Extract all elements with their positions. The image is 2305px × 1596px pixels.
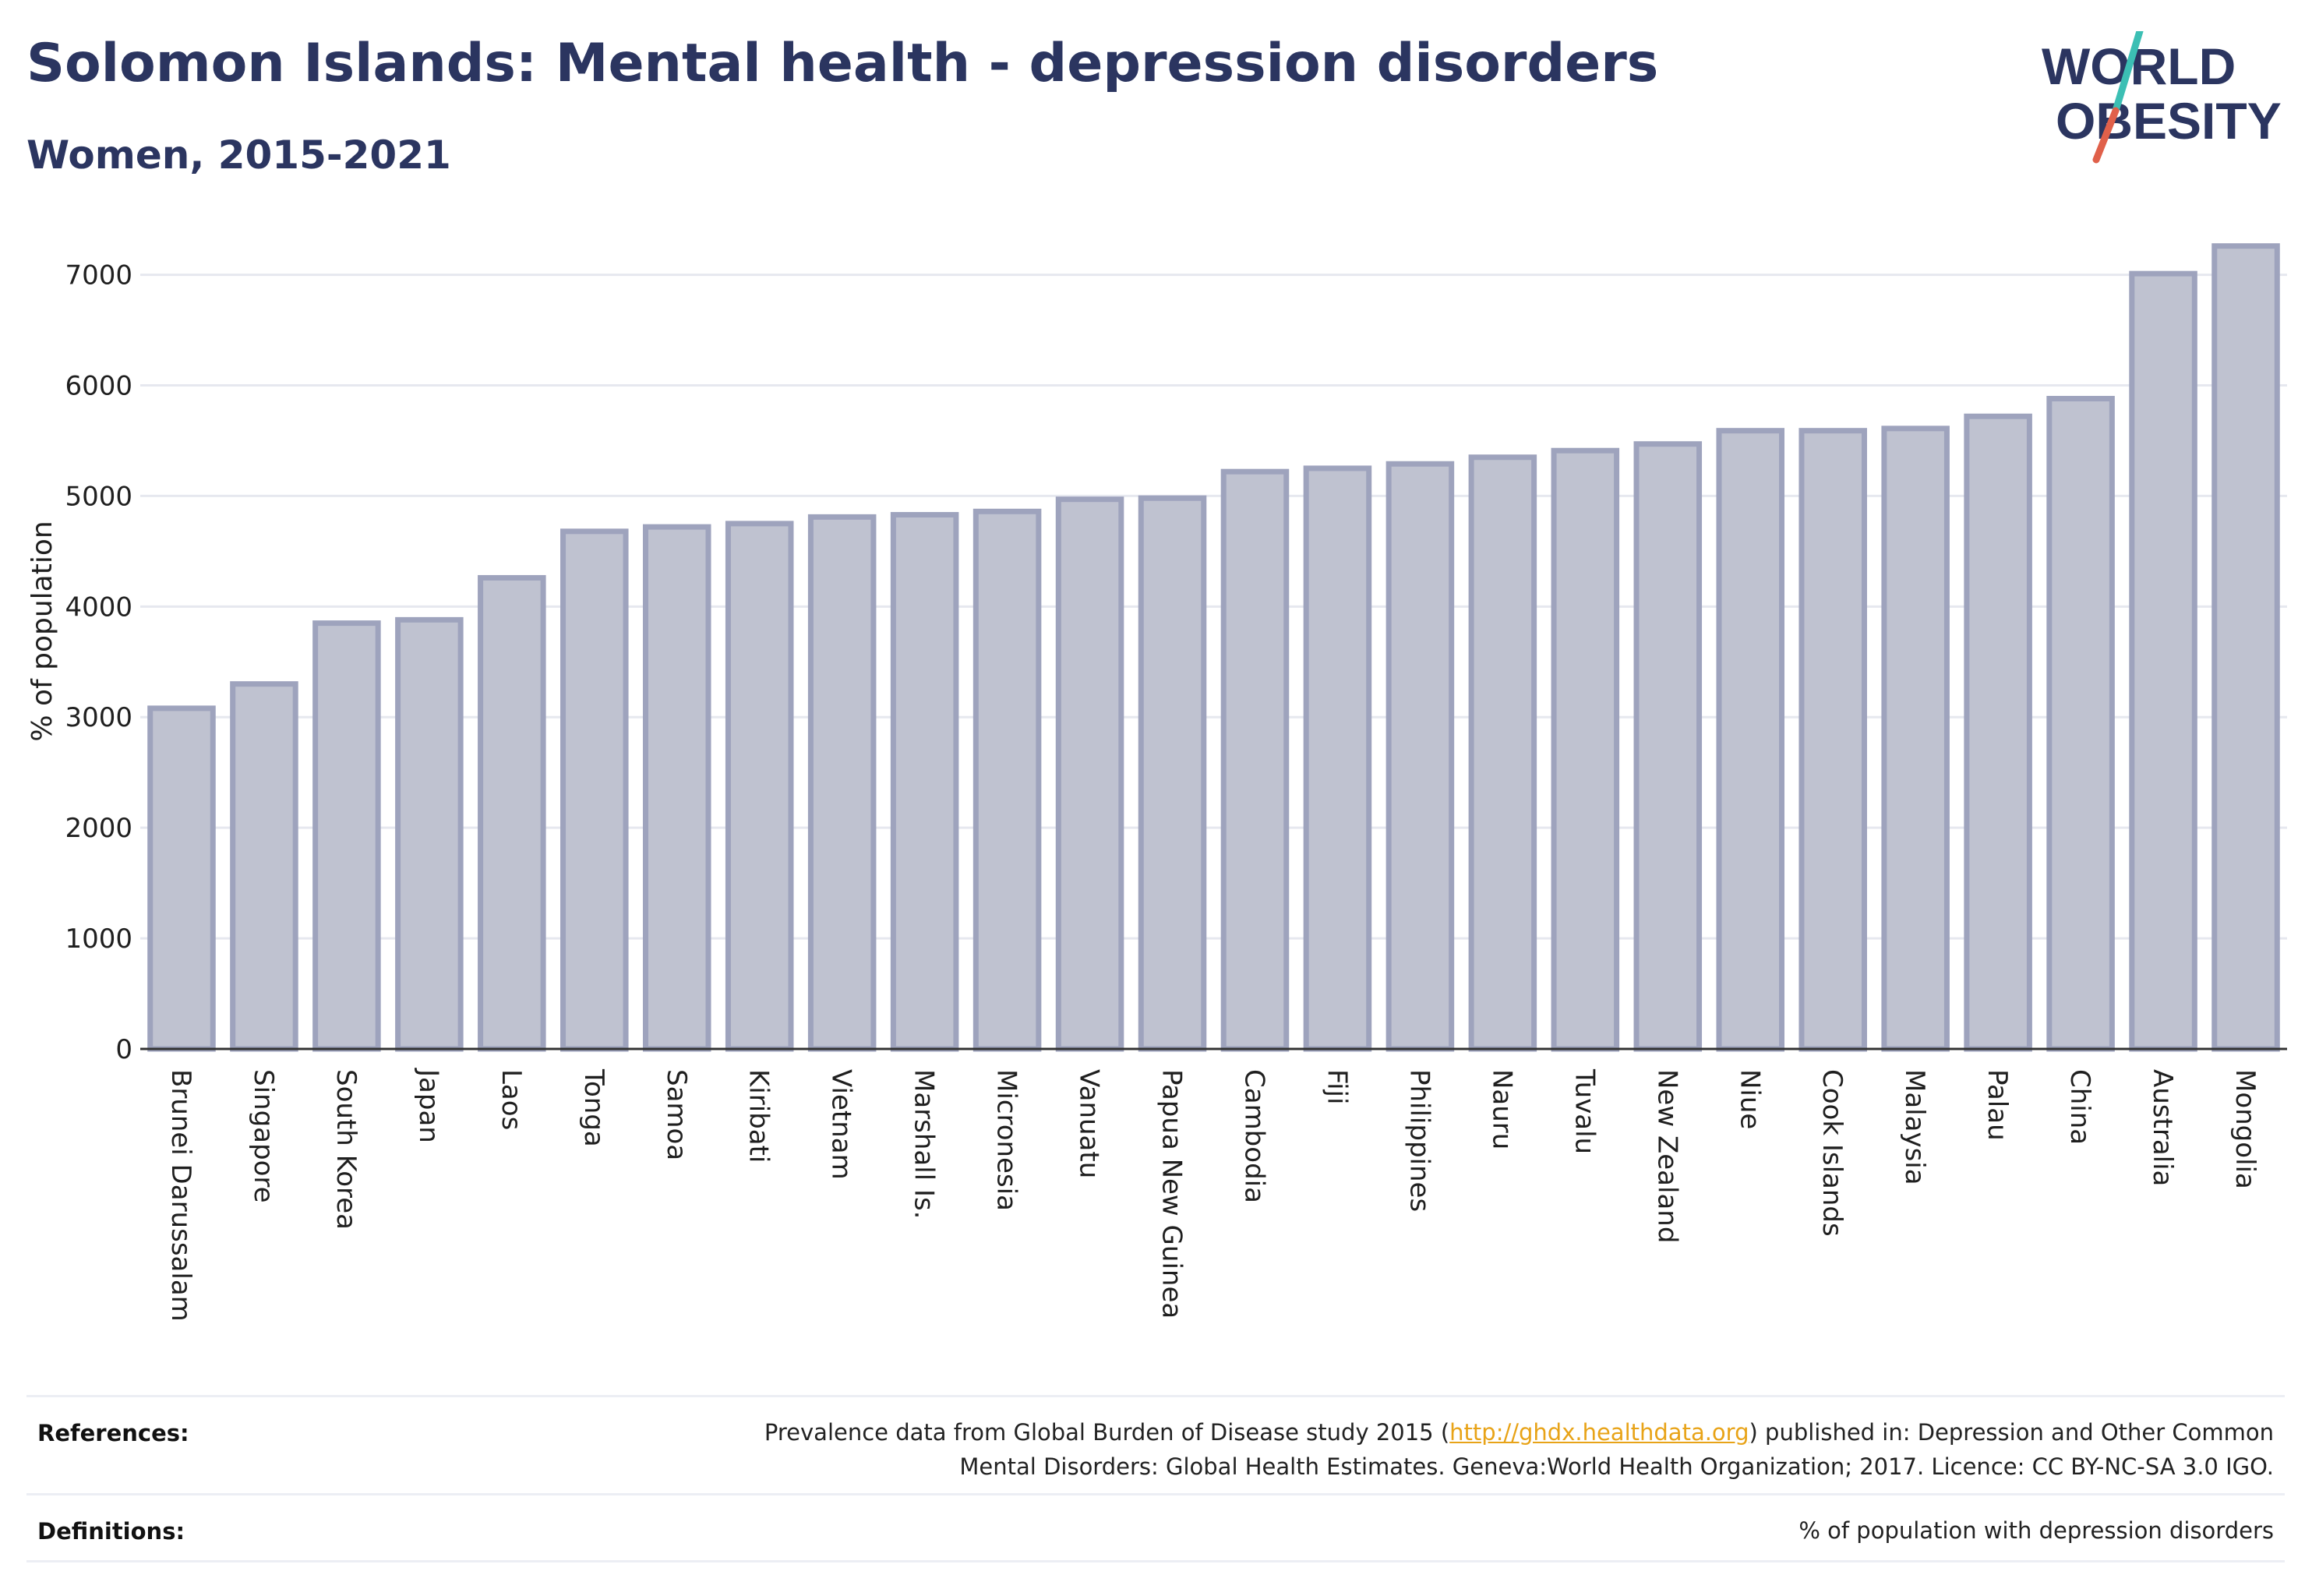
y-tick-label: 7000 [65, 260, 132, 291]
x-tick-label: Philippines [1403, 1069, 1435, 1212]
logo-line2: OBESITY [2056, 92, 2282, 150]
x-tick-label: Tuvalu [1569, 1068, 1600, 1154]
bar-cambodia [1220, 468, 1290, 1052]
bar-tuvalu [1551, 447, 1620, 1052]
references-line2: Mental Disorders: Global Health Estimate… [959, 1453, 2274, 1480]
x-tick-label: New Zealand [1651, 1069, 1682, 1243]
x-tick-label: Nauru [1486, 1069, 1517, 1149]
references-text: Prevalence data from Global Burden of Di… [764, 1415, 2274, 1484]
references-label: References: [37, 1420, 189, 1446]
y-tick-label: 4000 [65, 591, 132, 623]
bar-china [2046, 396, 2115, 1052]
y-tick-label: 0 [115, 1034, 132, 1065]
y-tick-label: 5000 [65, 481, 132, 512]
page-title: Solomon Islands: Mental health - depress… [26, 33, 1659, 94]
x-tick-label: Tonga [578, 1068, 609, 1147]
bar-micronesia [972, 508, 1042, 1052]
bar-tonga [560, 528, 629, 1052]
divider-middle [26, 1493, 2285, 1495]
bar-new-zealand [1633, 441, 1703, 1052]
bar-malaysia [1881, 425, 1950, 1052]
bar-samoa [642, 524, 711, 1052]
bar-singapore [230, 681, 298, 1052]
references-after: ) published in: Depression and Other Com… [1749, 1419, 2275, 1446]
bar-japan [395, 616, 464, 1052]
x-axis-ticks: Brunei Darussalam Singapore South Korea Jap… [165, 1068, 2261, 1322]
bar-nauru [1468, 454, 1537, 1052]
x-tick-label: Palau [1982, 1069, 2013, 1141]
bar-fiji [1303, 465, 1372, 1052]
bar-philippines [1385, 461, 1455, 1052]
x-tick-label: Marshall Is. [909, 1069, 940, 1220]
x-tick-label: Singapore [248, 1069, 279, 1203]
bar-vanuatu [1055, 496, 1124, 1052]
definitions-text: % of population with depression disorder… [1798, 1517, 2274, 1544]
bar-vietnam [807, 514, 877, 1052]
y-tick-label: 2000 [65, 813, 132, 844]
x-tick-label: China [2064, 1069, 2095, 1145]
references-before: Prevalence data from Global Burden of Di… [764, 1419, 1450, 1446]
references-line1: Prevalence data from Global Burden of Di… [764, 1415, 2274, 1449]
bar-palau [1964, 413, 2032, 1052]
x-tick-label: South Korea [330, 1069, 362, 1230]
bar-mongolia [2211, 243, 2280, 1052]
logo-line1: WORLD [2042, 37, 2236, 95]
x-tick-label: Vanuatu [1074, 1069, 1105, 1178]
y-axis-label: % of population [26, 521, 58, 741]
x-tick-label: Laos [496, 1069, 527, 1130]
definitions-row: Definitions: % of population with depres… [26, 1513, 2285, 1552]
bar-kiribati [725, 521, 794, 1052]
bar-australia [2129, 270, 2197, 1052]
x-tick-label: Vietnam [826, 1069, 857, 1180]
bar-marshall-is [890, 512, 959, 1052]
bar-cook-islands [1798, 428, 1867, 1052]
y-tick-label: 6000 [65, 370, 132, 401]
x-tick-label: Brunei Darussalam [165, 1069, 196, 1322]
y-tick-label: 3000 [65, 702, 132, 733]
x-tick-label: Fiji [1321, 1069, 1352, 1104]
x-tick-label: Samoa [661, 1069, 692, 1160]
bar-south-korea [312, 620, 381, 1052]
x-tick-label: Niue [1734, 1069, 1765, 1129]
world-obesity-logo: WORLD OBESITY [2042, 31, 2282, 164]
y-tick-label: 1000 [65, 923, 132, 955]
page-subtitle: Women, 2015-2021 [26, 132, 451, 178]
y-axis-ticks: 0 1000 2000 3000 4000 5000 6000 7000 [65, 260, 132, 1065]
x-tick-label: Cambodia [1238, 1069, 1269, 1203]
bar-chart: 0 1000 2000 3000 4000 5000 6000 7000 Brunei Dar… [26, 243, 2287, 1322]
definitions-label: Definitions: [37, 1518, 185, 1545]
logo-slash-top [2112, 31, 2144, 115]
x-tick-label: Kiribati [743, 1069, 775, 1163]
bar-laos [478, 574, 546, 1052]
bar-brunei-darussalam [147, 705, 216, 1052]
bar-papua-new-guinea [1138, 495, 1207, 1052]
references-row: References: Prevalence data from Global … [26, 1415, 2285, 1493]
divider-bottom [26, 1560, 2285, 1562]
x-tick-label: Australia [2147, 1069, 2178, 1186]
x-tick-label: Malaysia [1899, 1069, 1930, 1185]
x-tick-label: Mongolia [2229, 1069, 2261, 1189]
references-link[interactable]: http://ghdx.healthdata.org [1449, 1419, 1749, 1446]
x-tick-label: Japan [413, 1068, 444, 1143]
x-tick-label: Papua New Guinea [1156, 1069, 1188, 1319]
logo-slash-bottom [2092, 107, 2120, 164]
x-tick-label: Cook Islands [1816, 1069, 1848, 1237]
bars [147, 243, 2280, 1052]
divider-top [26, 1395, 2285, 1397]
x-tick-label: Micronesia [991, 1069, 1022, 1211]
bar-niue [1716, 428, 1785, 1052]
